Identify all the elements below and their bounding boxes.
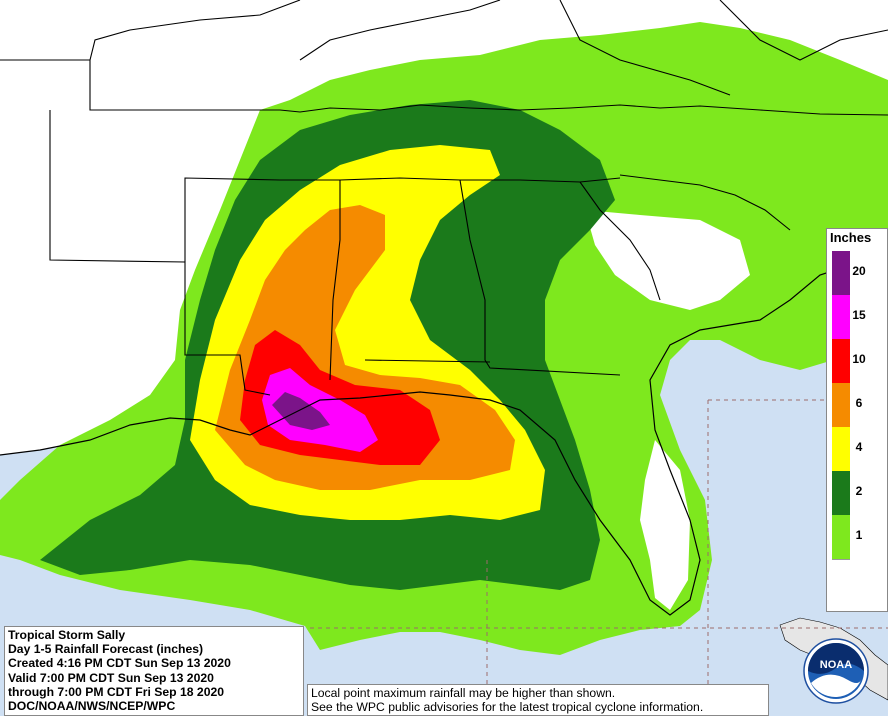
legend-label-4: 4 — [855, 440, 863, 454]
agency-credit: DOC/NOAA/NWS/NCEP/WPC — [8, 699, 176, 714]
legend-label-20: 20 — [852, 264, 866, 278]
valid-time: Valid 7:00 PM CDT Sun Sep 13 2020 — [8, 670, 214, 685]
coastline — [0, 249, 888, 616]
forecast-period: Day 1-5 Rainfall Forecast (inches) — [8, 642, 204, 657]
legend-label-2: 2 — [855, 484, 863, 498]
forecast-info-box: Tropical Storm Sally Day 1-5 Rainfall Fo… — [4, 626, 304, 716]
rainfall-legend: Inches 20 15 10 6 4 2 1 — [826, 228, 888, 612]
legend-swatch-6 — [832, 383, 850, 427]
legend-label-10: 10 — [852, 352, 866, 366]
legend-swatch-below-1 — [832, 559, 850, 604]
legend-swatch-10 — [832, 339, 850, 383]
disclaimer-line-1: Local point maximum rainfall may be high… — [311, 686, 616, 700]
legend-swatch-20 — [832, 251, 850, 295]
legend-swatch-4 — [832, 427, 850, 471]
legend-swatch-1 — [832, 515, 850, 559]
legend-label-15: 15 — [852, 308, 866, 322]
noaa-logo-text: NOAA — [820, 659, 852, 671]
legend-swatch-2 — [832, 471, 850, 515]
disclaimer-line-2: See the WPC public advisories for the la… — [311, 700, 704, 714]
rain-white-gap-fl — [640, 440, 690, 610]
through-time: through 7:00 PM CDT Fri Sep 18 2020 — [8, 684, 225, 699]
noaa-logo-icon: NOAA — [803, 638, 869, 704]
rain-magenta-area — [262, 368, 378, 452]
rain-purple-area — [272, 392, 330, 430]
disclaimer-box: Local point maximum rainfall may be high… — [307, 684, 769, 716]
legend-swatch-15 — [832, 295, 850, 339]
legend-title: Inches — [830, 230, 872, 245]
state-borders — [0, 0, 888, 396]
legend-label-6: 6 — [855, 396, 863, 410]
rain-white-gap-ga — [585, 210, 750, 310]
created-time: Created 4:16 PM CDT Sun Sep 13 2020 — [8, 656, 231, 671]
storm-name: Tropical Storm Sally — [8, 628, 126, 642]
legend-label-1: 1 — [855, 528, 863, 542]
